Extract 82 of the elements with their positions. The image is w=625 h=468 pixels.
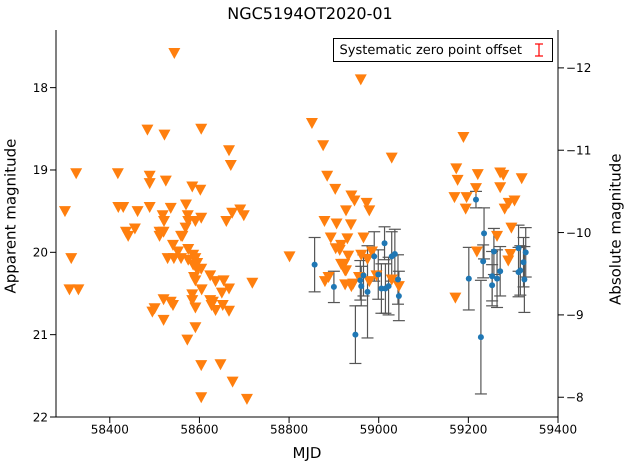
y2-tick-label: −9 bbox=[566, 308, 584, 322]
point bbox=[494, 276, 500, 282]
point bbox=[363, 205, 376, 216]
y-tick-label: 20 bbox=[32, 246, 48, 260]
point bbox=[516, 173, 528, 184]
x-tick-label: 59400 bbox=[538, 422, 578, 437]
point bbox=[324, 232, 337, 244]
point bbox=[516, 245, 522, 252]
point bbox=[386, 152, 398, 164]
x-tick-label: 59200 bbox=[449, 422, 488, 437]
point bbox=[449, 292, 462, 304]
point bbox=[472, 196, 479, 203]
y-axis-title: Apparent magnitude bbox=[1, 138, 20, 294]
point bbox=[505, 222, 518, 234]
point bbox=[363, 276, 376, 288]
point bbox=[491, 230, 504, 242]
y2-tick-label: −8 bbox=[566, 390, 584, 404]
point bbox=[386, 283, 392, 290]
point bbox=[466, 276, 472, 282]
point bbox=[490, 248, 497, 254]
point bbox=[480, 258, 486, 264]
point bbox=[340, 205, 352, 216]
point bbox=[360, 272, 366, 278]
point bbox=[322, 272, 335, 284]
point bbox=[502, 256, 514, 267]
x-axis-title: MJD bbox=[292, 444, 322, 462]
y2-tick-label: −10 bbox=[566, 226, 592, 240]
point bbox=[318, 216, 330, 228]
point bbox=[448, 192, 460, 204]
x-tick-label: 58400 bbox=[90, 422, 129, 437]
x-tick-label: 58600 bbox=[180, 422, 219, 437]
point bbox=[392, 281, 405, 292]
point bbox=[494, 182, 506, 194]
chart-title: NGC5194OT2020-01 bbox=[226, 3, 394, 25]
point bbox=[481, 230, 488, 236]
y-tick-label: 21 bbox=[32, 328, 48, 342]
y-tick-label: 22 bbox=[32, 410, 48, 424]
x-tick-label: 58800 bbox=[270, 422, 308, 437]
point bbox=[357, 232, 370, 244]
point bbox=[497, 268, 504, 274]
point bbox=[470, 246, 483, 258]
point bbox=[396, 292, 402, 299]
y-tick-label: 18 bbox=[32, 80, 48, 95]
point bbox=[460, 204, 472, 215]
point bbox=[450, 163, 462, 174]
point bbox=[452, 174, 464, 186]
point bbox=[460, 192, 473, 204]
point bbox=[306, 118, 318, 130]
point bbox=[522, 249, 529, 256]
point bbox=[321, 170, 334, 182]
point bbox=[470, 183, 482, 194]
point bbox=[478, 334, 484, 340]
y2-tick-label: −11 bbox=[566, 143, 592, 158]
y2-tick-label: −12 bbox=[566, 61, 592, 76]
point bbox=[457, 132, 470, 144]
point bbox=[329, 184, 342, 195]
point bbox=[341, 233, 354, 244]
y-tick-label: 19 bbox=[32, 163, 48, 178]
point bbox=[386, 274, 398, 286]
point bbox=[344, 219, 357, 230]
point bbox=[394, 276, 401, 282]
point bbox=[317, 140, 330, 152]
point bbox=[354, 74, 367, 86]
point bbox=[521, 276, 528, 282]
point bbox=[382, 240, 388, 246]
point bbox=[330, 218, 343, 230]
point bbox=[371, 253, 378, 260]
y2-axis-title: Absolute magnitude bbox=[606, 154, 624, 305]
point bbox=[489, 273, 496, 280]
point bbox=[508, 195, 521, 206]
point bbox=[312, 262, 318, 268]
point bbox=[364, 288, 371, 295]
x-tick-label: 59000 bbox=[360, 422, 398, 437]
point bbox=[284, 251, 296, 262]
point bbox=[472, 169, 484, 180]
point bbox=[520, 259, 526, 266]
point bbox=[392, 250, 398, 257]
point bbox=[358, 283, 364, 290]
point bbox=[330, 284, 337, 290]
point bbox=[489, 282, 496, 288]
legend-label: Systematic zero point offset bbox=[340, 42, 522, 58]
point bbox=[352, 332, 358, 338]
